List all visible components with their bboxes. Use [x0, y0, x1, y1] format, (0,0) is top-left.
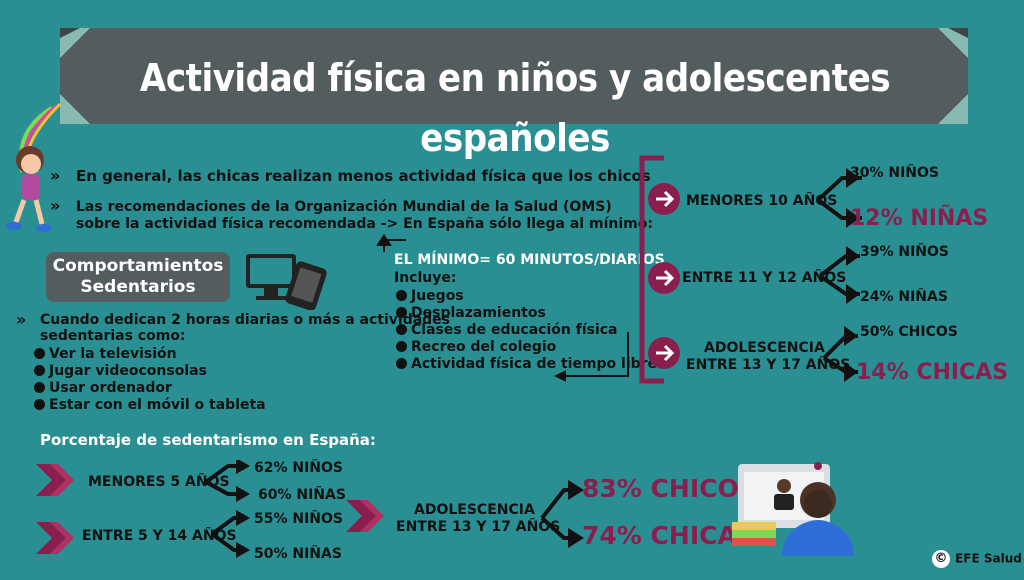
activity-group-bottom: 24% NIÑAS — [860, 289, 948, 305]
minimum-item: Actividad física de tiempo libre — [396, 356, 657, 373]
credit-text: EFE Salud — [955, 551, 1022, 566]
sedentarism-group-bottom: 50% NIÑAS — [254, 546, 342, 562]
minimum-bracket — [376, 234, 629, 382]
chevron-icon: » — [50, 196, 61, 215]
chevron-icon: » — [50, 166, 61, 185]
copyright-icon: © — [932, 549, 950, 568]
sedentarism-markers — [36, 460, 250, 558]
activity-group-label-line1: ADOLESCENCIA — [704, 340, 825, 356]
activity-group-label-line2: ENTRE 13 Y 17 AÑOS — [686, 357, 851, 373]
activity-group-label: ENTRE 11 Y 12 AÑOS — [682, 270, 847, 286]
sedentarism-group-top: 62% NIÑOS — [254, 460, 344, 476]
banner-corners — [60, 28, 968, 124]
minimum-item: Juegos — [396, 288, 464, 305]
intro-point-1: En general, las chicas realizan menos ac… — [76, 167, 651, 185]
sedentary-pill: Comportamientos Sedentarios — [46, 252, 230, 302]
credit: © EFE Salud — [932, 548, 1022, 568]
sedentarism-marker-adolescence — [346, 500, 384, 532]
minimum-includes: Incluye: — [394, 270, 457, 286]
arrow-circle-icon — [648, 183, 680, 215]
sedentary-desc-line1: Cuando dedican 2 horas diarias o más a a… — [40, 312, 451, 328]
minimum-item: Clases de educación física — [396, 322, 618, 339]
sedentarism-title: Porcentaje de sedentarismo en España: — [40, 431, 376, 449]
sedentary-item: Ver la televisión — [34, 346, 177, 363]
sedentary-desc-line2: sedentarias como: — [40, 328, 186, 344]
sedentarism-group-bottom: 74% CHICAS — [582, 521, 755, 550]
arrow-circle-icon — [648, 262, 680, 294]
sedentarism-group-top: 55% NIÑOS — [254, 511, 344, 527]
activity-group-bottom: 12% NIÑAS — [850, 206, 989, 231]
sedentarism-group-top: 83% CHICOS — [582, 474, 757, 503]
activity-group-top: 30% NIÑOS — [850, 165, 940, 181]
minimum-item: Desplazamientos — [396, 305, 546, 322]
sedentarism-group-label: MENORES 5 AÑOS — [88, 474, 230, 490]
sedentarism-group-bottom: 60% NIÑAS — [258, 487, 346, 503]
sedentarism-group-label-line1: ADOLESCENCIA — [414, 502, 535, 518]
person-at-computer-illustration — [732, 462, 854, 556]
intro-point-2-line2: sobre la actividad física recomendada ->… — [76, 216, 653, 232]
activity-group-top: 50% CHICOS — [860, 324, 958, 340]
devices-icon — [246, 254, 327, 310]
page-title: Actividad física en niños y adolescentes… — [139, 56, 891, 160]
intro-point-2-line1: Las recomendaciones de la Organización M… — [76, 199, 612, 215]
sedentarism-group-label: ENTRE 5 Y 14 AÑOS — [82, 528, 237, 544]
sedentary-item: Estar con el móvil o tableta — [34, 397, 266, 414]
sedentarism-group-label-line2: ENTRE 13 Y 17 AÑOS — [396, 519, 561, 535]
sedentary-item: Jugar videoconsolas — [34, 363, 207, 380]
activity-arrows — [816, 168, 862, 382]
sedentary-pill-line2: Sedentarios — [80, 277, 196, 297]
arrow-circle-icon — [648, 337, 680, 369]
gymnast-girl-illustration — [6, 102, 62, 232]
chevron-icon: » — [16, 310, 27, 329]
sedentary-pill-line1: Comportamientos — [52, 256, 224, 276]
activity-group-top: 39% NIÑOS — [860, 244, 950, 260]
activity-group-bottom: 14% CHICAS — [856, 360, 1009, 385]
sedentary-item: Usar ordenador — [34, 380, 172, 397]
title-banner — [60, 28, 968, 124]
minimum-item: Recreo del colegio — [396, 339, 556, 356]
sedentarism-arrows-adolescence — [540, 480, 584, 548]
activity-bracket — [639, 155, 664, 384]
activity-group-label: MENORES 10 AÑOS — [686, 193, 838, 209]
minimum-title: EL MÍNIMO= 60 MINUTOS/DIARIOS — [394, 252, 665, 268]
